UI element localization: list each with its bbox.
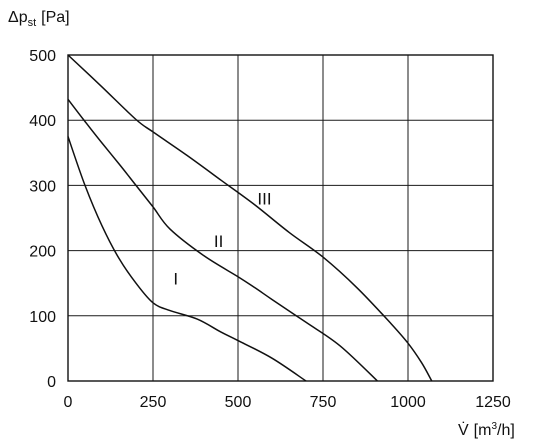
x-axis-unit-end: /h] — [497, 422, 515, 439]
y-tick-label-300: 300 — [29, 178, 56, 195]
x-tick-label-1000: 1000 — [390, 394, 426, 411]
x-tick-label-1250: 1250 — [475, 394, 511, 411]
curve-label-II: II — [214, 232, 223, 251]
y-tick-label-100: 100 — [29, 309, 56, 326]
x-tick-label-750: 750 — [310, 394, 337, 411]
x-tick-label-0: 0 — [64, 394, 73, 411]
x-tick-label-500: 500 — [225, 394, 252, 411]
y-axis-symbol: Δp — [8, 9, 28, 26]
y-tick-labels: 0 100 200 300 400 500 — [29, 48, 56, 391]
x-axis-unit-start: [m — [474, 422, 492, 439]
curves — [67, 54, 433, 382]
curve-II — [67, 98, 378, 382]
y-tick-label-0: 0 — [47, 374, 56, 391]
curve-label-III: III — [257, 189, 271, 208]
y-tick-label-400: 400 — [29, 113, 56, 130]
curve-label-I: I — [173, 270, 178, 289]
y-tick-label-500: 500 — [29, 48, 56, 65]
x-axis-unit-superscript: 3 — [491, 421, 497, 432]
y-axis-unit: [Pa] — [41, 9, 69, 26]
grid — [68, 55, 493, 381]
x-axis-symbol: V̇ — [458, 421, 469, 439]
y-axis-subscript: st — [28, 17, 37, 29]
plot-frame — [67, 54, 494, 382]
curve-I — [67, 136, 307, 382]
y-tick-label-200: 200 — [29, 244, 56, 261]
x-tick-label-250: 250 — [140, 394, 167, 411]
y-axis-title: Δpst [Pa] — [8, 9, 70, 29]
curve-III — [67, 54, 433, 382]
x-axis-title: V̇ [m3/h] — [458, 421, 515, 439]
x-tick-labels: 0 250 500 750 1000 1250 — [64, 394, 511, 411]
